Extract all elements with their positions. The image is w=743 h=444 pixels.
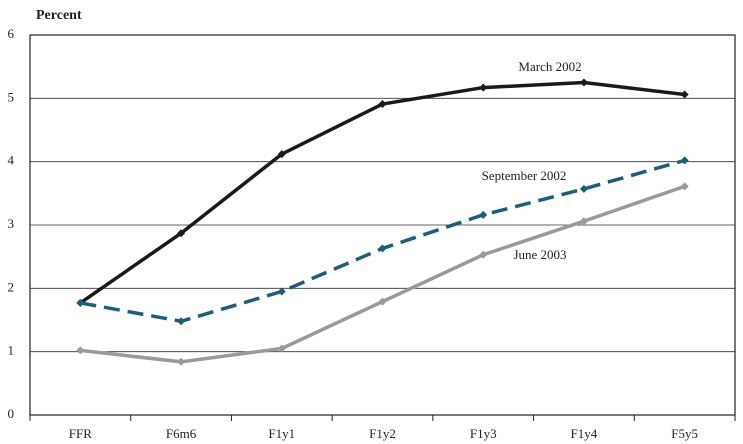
point	[177, 229, 186, 238]
series-label: September 2002	[482, 168, 567, 183]
x-tick-label: F1y2	[369, 426, 396, 441]
point	[378, 244, 387, 253]
point	[277, 287, 286, 296]
y-tick-label: 6	[8, 26, 15, 41]
point	[177, 317, 186, 326]
x-tick-label: F5y5	[671, 426, 698, 441]
y-tick-label: 0	[8, 406, 15, 421]
point	[76, 298, 85, 307]
point	[378, 297, 387, 306]
point	[680, 156, 689, 165]
point	[76, 346, 85, 355]
point	[479, 210, 488, 219]
plot-frame	[29, 34, 736, 416]
x-tick-label: FFR	[69, 426, 92, 441]
chart-title: Percent	[36, 8, 82, 23]
series-line	[79, 80, 685, 305]
point	[177, 357, 186, 366]
series-label: June 2003	[513, 247, 566, 262]
y-tick-label: 1	[8, 343, 15, 358]
x-tick-label: F6m6	[166, 426, 197, 441]
point	[378, 100, 387, 109]
y-tick-label: 2	[8, 279, 15, 294]
point	[579, 217, 588, 226]
x-tick-label: F1y4	[571, 426, 598, 441]
x-tick-label: F1y3	[470, 426, 497, 441]
point	[479, 250, 488, 259]
point	[579, 78, 588, 87]
y-tick-label: 4	[8, 153, 15, 168]
point	[680, 90, 689, 99]
series-label: March 2002	[518, 59, 581, 74]
point	[277, 150, 286, 159]
series-line	[80, 184, 686, 364]
point	[479, 83, 488, 92]
x-tick-label: F1y1	[268, 426, 295, 441]
point	[680, 182, 689, 191]
y-tick-label: 3	[8, 216, 15, 231]
point	[579, 184, 588, 193]
point	[277, 344, 286, 353]
y-tick-label: 5	[8, 89, 15, 104]
